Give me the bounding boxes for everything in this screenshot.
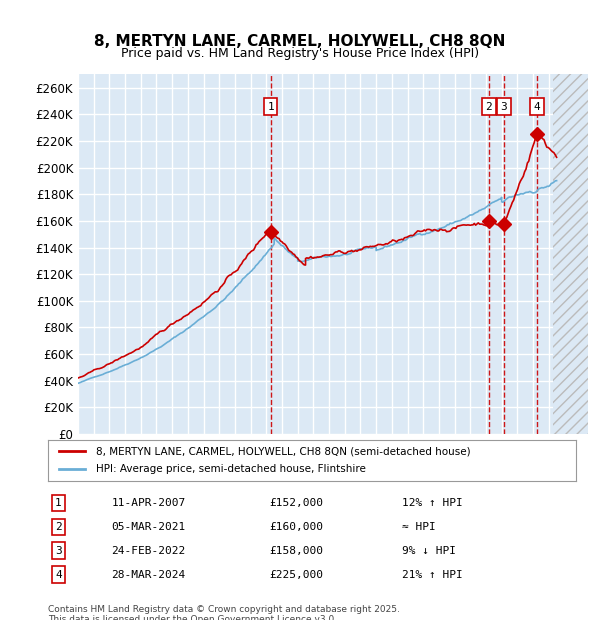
Text: Contains HM Land Registry data © Crown copyright and database right 2025.
This d: Contains HM Land Registry data © Crown c…	[48, 604, 400, 620]
Text: HPI: Average price, semi-detached house, Flintshire: HPI: Average price, semi-detached house,…	[95, 464, 365, 474]
Text: 05-MAR-2021: 05-MAR-2021	[112, 522, 185, 532]
Text: 4: 4	[533, 102, 541, 112]
Text: 2: 2	[485, 102, 492, 112]
Text: 9% ↓ HPI: 9% ↓ HPI	[402, 546, 456, 556]
Text: ≈ HPI: ≈ HPI	[402, 522, 436, 532]
Text: 3: 3	[55, 546, 62, 556]
Text: 28-MAR-2024: 28-MAR-2024	[112, 570, 185, 580]
Text: 2: 2	[55, 522, 62, 532]
Text: 3: 3	[500, 102, 508, 112]
Text: Price paid vs. HM Land Registry's House Price Index (HPI): Price paid vs. HM Land Registry's House …	[121, 46, 479, 60]
Text: £160,000: £160,000	[270, 522, 324, 532]
Text: 1: 1	[268, 102, 274, 112]
Text: £225,000: £225,000	[270, 570, 324, 580]
Text: 11-APR-2007: 11-APR-2007	[112, 498, 185, 508]
Text: 12% ↑ HPI: 12% ↑ HPI	[402, 498, 463, 508]
Text: £158,000: £158,000	[270, 546, 324, 556]
Text: 24-FEB-2022: 24-FEB-2022	[112, 546, 185, 556]
Text: 1: 1	[55, 498, 62, 508]
Bar	[553, 74, 588, 434]
Text: 21% ↑ HPI: 21% ↑ HPI	[402, 570, 463, 580]
Text: 4: 4	[55, 570, 62, 580]
Text: £152,000: £152,000	[270, 498, 324, 508]
Text: 8, MERTYN LANE, CARMEL, HOLYWELL, CH8 8QN: 8, MERTYN LANE, CARMEL, HOLYWELL, CH8 8Q…	[94, 34, 506, 49]
Text: 8, MERTYN LANE, CARMEL, HOLYWELL, CH8 8QN (semi-detached house): 8, MERTYN LANE, CARMEL, HOLYWELL, CH8 8Q…	[95, 446, 470, 456]
